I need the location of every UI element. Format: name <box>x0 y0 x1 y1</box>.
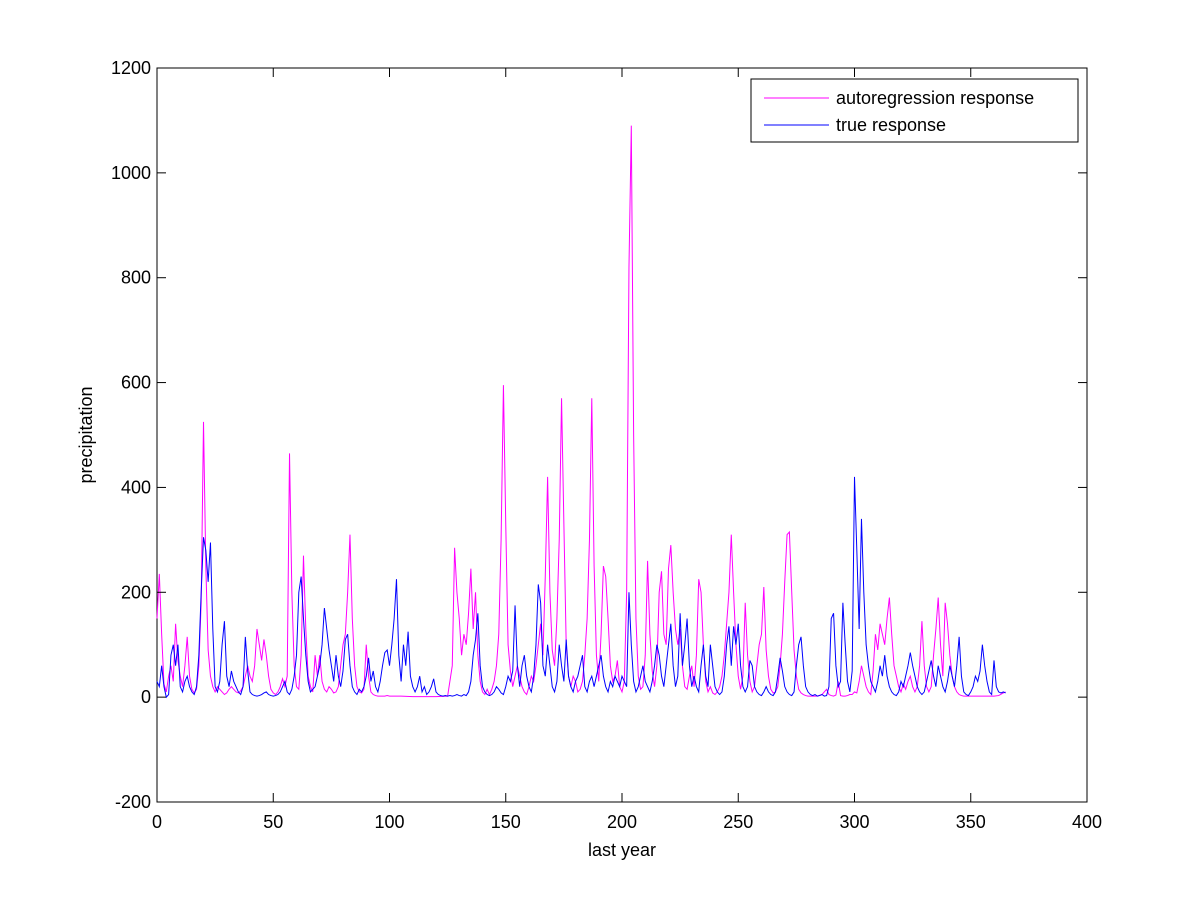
series-line-true-response <box>156 476 1006 699</box>
y-tick-label: -200 <box>115 792 151 812</box>
x-tick-label: 150 <box>491 812 521 832</box>
x-tick-label: 100 <box>374 812 404 832</box>
y-axis-label: precipitation <box>76 386 96 483</box>
y-axis: -200 0 200 400 600 800 1000 1200 <box>111 58 1087 812</box>
x-tick-label: 300 <box>839 812 869 832</box>
y-tick-label: 1200 <box>111 58 151 78</box>
x-axis-label: last year <box>588 840 656 860</box>
x-tick-label: 50 <box>263 812 283 832</box>
x-axis: 0 50 100 150 200 250 300 350 400 <box>152 68 1102 832</box>
y-tick-label: 600 <box>121 373 151 393</box>
y-tick-label: 1000 <box>111 163 151 183</box>
x-tick-label: 350 <box>956 812 986 832</box>
x-tick-label: 400 <box>1072 812 1102 832</box>
y-tick-label: 200 <box>121 582 151 602</box>
y-tick-label: 800 <box>121 268 151 288</box>
y-tick-label: 400 <box>121 477 151 497</box>
x-tick-label: 200 <box>607 812 637 832</box>
legend-label-autoregression: autoregression response <box>836 88 1034 108</box>
legend: autoregression response true response <box>750 78 1079 143</box>
y-tick-label: 0 <box>141 687 151 707</box>
series-layer <box>156 125 1006 699</box>
x-tick-label: 250 <box>723 812 753 832</box>
legend-box <box>750 78 1079 143</box>
x-tick-label: 0 <box>152 812 162 832</box>
legend-label-true-response: true response <box>836 115 946 135</box>
